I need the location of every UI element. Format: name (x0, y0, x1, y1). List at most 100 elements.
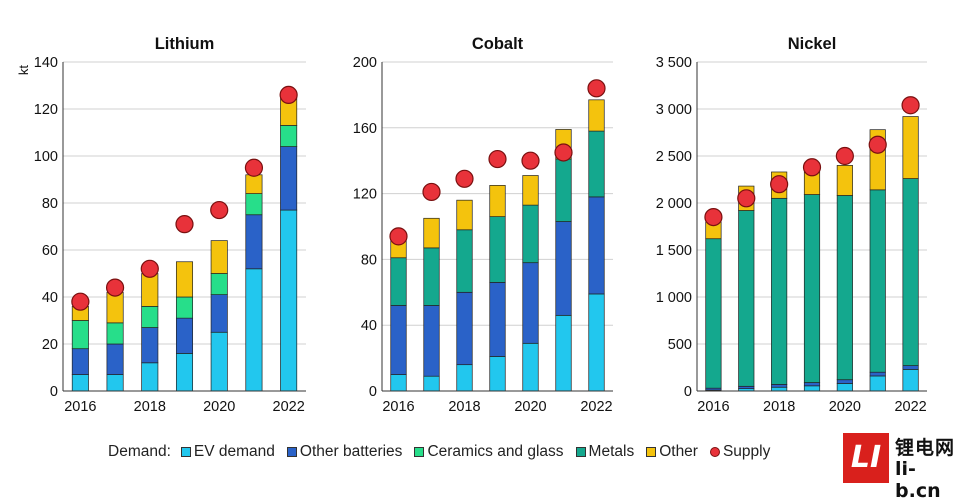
supply-point-cobalt-2022 (587, 79, 606, 98)
bar-segment-nickel-2022-other-batteries (902, 365, 919, 370)
bar-segment-lithium-2020-other (210, 240, 228, 274)
x-tick-label-cobalt-2018: 2018 (448, 399, 480, 415)
legend-item-other: Other (646, 443, 698, 461)
legend-swatch-metals (575, 447, 586, 457)
y-tick-label-lithium-40: 40 (42, 290, 58, 306)
supply-point-lithium-2020 (210, 200, 229, 220)
supply-point-cobalt-2018 (455, 169, 474, 188)
legend-swatch-supply (709, 447, 720, 457)
y-tick-label-nickel-1000: 1 000 (656, 290, 692, 306)
y-tick-label-lithium-20: 20 (42, 337, 58, 353)
supply-point-lithium-2016 (71, 292, 90, 311)
bar-segment-lithium-2022-ev-demand (280, 209, 298, 392)
bar-segment-cobalt-2018-other-batteries (456, 291, 473, 366)
x-tick-label-lithium-2016: 2016 (64, 399, 96, 415)
bar-segment-nickel-2019-other-batteries (803, 382, 821, 387)
bar-segment-lithium-2021-other-batteries (245, 214, 263, 270)
bar-segment-nickel-2021-other-batteries (869, 371, 886, 377)
bar-segment-cobalt-2020-metals (522, 204, 539, 264)
bar-segment-nickel-2022-ev-demand (902, 369, 919, 392)
bar-segment-lithium-2017-other-batteries (106, 343, 124, 375)
y-tick-label-nickel-1500: 1 500 (656, 243, 692, 259)
supply-point-nickel-2016 (704, 208, 723, 227)
x-tick-label-lithium-2020: 2020 (203, 399, 235, 415)
bar-segment-lithium-2021-ev-demand (245, 268, 263, 392)
supply-point-lithium-2022 (279, 85, 298, 105)
bar-segment-cobalt-2020-other (522, 175, 539, 206)
bar-segment-lithium-2021-other (245, 174, 263, 194)
supply-point-nickel-2020 (835, 146, 854, 166)
legend-label-supply: Supply (722, 443, 771, 460)
x-tick-label-nickel-2016: 2016 (697, 399, 729, 415)
y-tick-label-cobalt-40: 40 (361, 318, 377, 334)
bar-segment-nickel-2020-other-batteries (836, 379, 853, 384)
bar-segment-nickel-2017-metals (738, 210, 755, 387)
bar-segment-lithium-2020-ceramics-and-glass (210, 273, 228, 295)
y-tick-label-lithium-120: 120 (34, 102, 58, 118)
chart-canvas: Lithium kt 0 20 40 60 80 100 120 140 2016 2018 2020 2… (16, 35, 927, 415)
legend-label-metals: Metals (588, 443, 635, 460)
bar-segment-lithium-2016-ceramics-and-glass (71, 320, 89, 350)
bar-segment-nickel-2022-metals (902, 178, 919, 366)
legend-label-other: Other (659, 443, 698, 460)
supply-point-nickel-2018 (770, 175, 789, 194)
bar-segment-cobalt-2022-metals (588, 130, 605, 198)
bar-segment-lithium-2019-ev-demand (175, 353, 194, 392)
x-tick-label-lithium-2022: 2022 (273, 399, 305, 415)
legend-lead: Demand: (108, 443, 171, 460)
bar-segment-lithium-2018-other-batteries (141, 327, 159, 364)
y-axis-label-lithium: kt (16, 65, 31, 76)
x-tick-label-nickel-2022: 2022 (894, 399, 926, 415)
legend-item-ev-demand: EV demand (180, 443, 275, 461)
x-tick-label-cobalt-2020: 2020 (514, 399, 546, 415)
bar-segment-nickel-2019-ev-demand (803, 385, 821, 392)
bar-segment-cobalt-2022-other-batteries (588, 196, 605, 295)
y-tick-label-lithium-60: 60 (42, 243, 58, 259)
bar-segment-nickel-2020-ev-demand (836, 383, 853, 392)
bar-segment-lithium-2018-ceramics-and-glass (141, 306, 159, 328)
y-tick-label-nickel-3500: 3 500 (656, 55, 692, 71)
bar-segment-cobalt-2022-other (588, 99, 605, 132)
legend-label-ceramics-and-glass: Ceramics and glass (427, 443, 564, 460)
panel-title-cobalt: Cobalt (472, 35, 524, 53)
bar-segment-lithium-2020-ev-demand (210, 331, 228, 392)
bar-segment-cobalt-2021-ev-demand (555, 314, 572, 392)
bar-segment-cobalt-2021-metals (555, 158, 572, 222)
bar-segment-nickel-2017-other-batteries (738, 385, 755, 389)
y-tick-label-lithium-80: 80 (42, 196, 58, 212)
y-tick-label-cobalt-0: 0 (369, 384, 377, 400)
bar-segment-cobalt-2019-other (489, 185, 506, 217)
bar-segment-nickel-2021-ev-demand (869, 375, 886, 392)
bar-segment-cobalt-2017-other-batteries (423, 305, 440, 377)
bar-segment-lithium-2017-ev-demand (106, 374, 124, 392)
bar-segment-nickel-2022-other (902, 116, 919, 179)
supply-point-lithium-2017 (105, 278, 125, 297)
y-tick-label-cobalt-200: 200 (353, 55, 377, 71)
y-tick-label-lithium-0: 0 (50, 384, 58, 400)
bar-segment-nickel-2021-metals (869, 189, 886, 373)
y-tick-label-lithium-100: 100 (34, 149, 58, 165)
x-tick-label-cobalt-2016: 2016 (382, 399, 414, 415)
y-tick-label-nickel-0: 0 (684, 384, 692, 400)
legend-label-other-batteries: Other batteries (299, 443, 403, 460)
bar-segment-nickel-2020-metals (836, 195, 853, 381)
bar-segment-cobalt-2017-metals (423, 247, 440, 306)
bar-segment-cobalt-2020-ev-demand (522, 342, 539, 392)
supply-point-nickel-2021 (868, 135, 887, 154)
y-tick-label-cobalt-80: 80 (361, 252, 377, 268)
logo-domain-text: li-b.cn (895, 458, 941, 502)
bar-segment-cobalt-2019-ev-demand (489, 356, 506, 392)
legend-item-supply: Supply (709, 443, 771, 461)
watermark-logo: LI 锂电网 li-b.cn (843, 433, 955, 502)
bar-segment-cobalt-2017-ev-demand (423, 375, 440, 392)
bar-segment-cobalt-2021-other-batteries (555, 221, 572, 316)
supply-point-nickel-2019 (802, 158, 822, 177)
supply-point-nickel-2022 (901, 96, 920, 115)
bar-segment-nickel-2018-ev-demand (771, 386, 788, 392)
bar-segment-cobalt-2019-other-batteries (489, 282, 506, 357)
y-tick-label-nickel-500: 500 (668, 337, 692, 353)
supply-point-nickel-2017 (737, 189, 756, 208)
y-tick-label-nickel-2000: 2 000 (656, 196, 692, 212)
supply-point-cobalt-2021 (554, 143, 573, 162)
supply-point-cobalt-2016 (389, 227, 408, 246)
